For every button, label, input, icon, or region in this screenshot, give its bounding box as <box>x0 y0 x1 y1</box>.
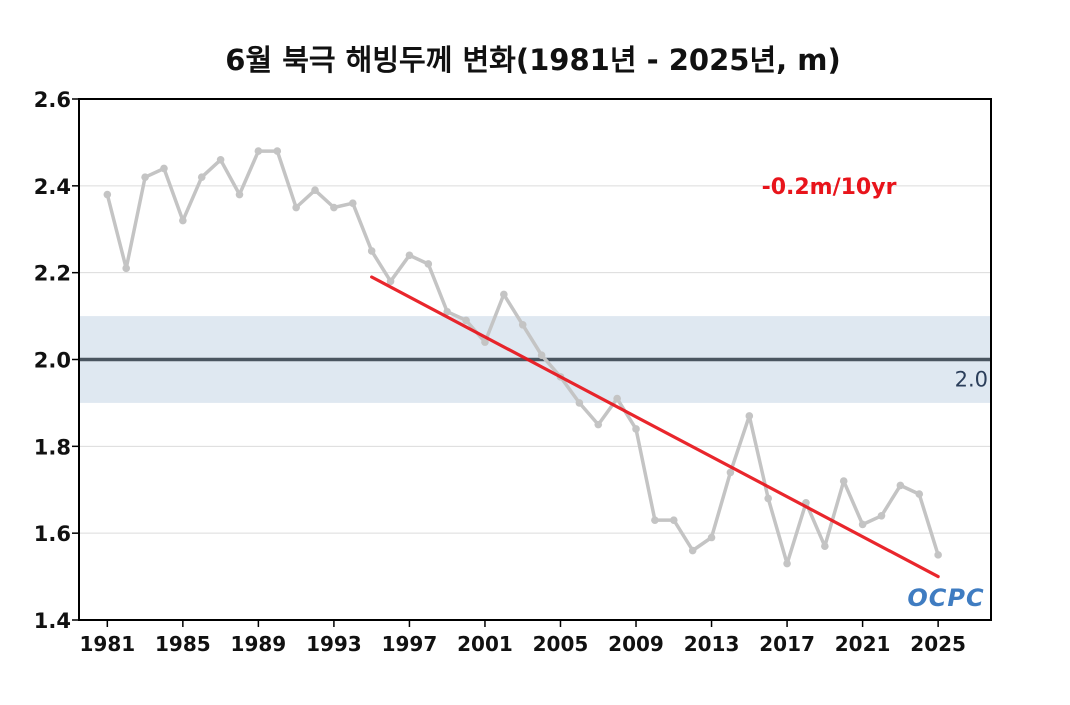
y-tick-label: 1.6 <box>34 522 71 546</box>
data-point <box>254 147 263 155</box>
data-point <box>858 520 867 529</box>
data-point <box>707 533 716 542</box>
data-point <box>160 164 168 173</box>
data-point <box>103 190 112 199</box>
x-tick-label: 1989 <box>231 632 287 656</box>
data-point <box>235 190 244 199</box>
data-point <box>367 247 376 255</box>
y-tick-label: 2.2 <box>34 262 71 286</box>
data-point <box>594 420 603 429</box>
data-point <box>537 351 546 359</box>
data-point <box>934 551 942 559</box>
trend-layer <box>370 275 940 579</box>
data-point <box>311 186 319 194</box>
data-point <box>179 216 187 225</box>
data-point <box>386 277 395 286</box>
x-tick-label: 1985 <box>155 632 211 656</box>
x-tick-label: 2013 <box>684 632 740 656</box>
data-point <box>481 338 489 346</box>
y-tick-label: 1.8 <box>34 435 71 459</box>
data-point <box>575 399 584 407</box>
x-tick-label: 1993 <box>306 632 362 656</box>
data-point <box>330 203 338 212</box>
x-tick-label: 2017 <box>759 632 815 656</box>
data-point <box>141 173 149 181</box>
x-tick-label: 2005 <box>533 632 589 656</box>
data-point <box>613 394 621 403</box>
y-tick-label: 2.6 <box>34 88 71 112</box>
data-point <box>632 425 640 433</box>
data-point <box>518 320 527 329</box>
data-point <box>443 307 451 316</box>
ocpc-logo: OCPC <box>907 584 984 612</box>
data-point <box>896 481 905 490</box>
chart-title: 6월 북극 해빙두께 변화(1981년 - 2025년, m) <box>225 43 840 77</box>
trend-line <box>370 275 940 579</box>
data-point <box>915 490 924 498</box>
data-point <box>764 494 772 503</box>
data-point <box>273 147 282 155</box>
y-tick-label: 1.4 <box>34 609 71 633</box>
data-point <box>462 316 470 325</box>
data-point <box>669 516 678 524</box>
data-point <box>292 203 300 212</box>
data-point <box>651 516 659 524</box>
data-point <box>839 477 848 485</box>
data-point <box>783 559 791 568</box>
plot-frame <box>78 98 992 621</box>
x-tick-label: 2001 <box>457 632 513 656</box>
data-point <box>405 251 414 260</box>
axes-layer <box>72 98 992 627</box>
data-point <box>500 290 508 299</box>
data-point <box>877 512 886 520</box>
x-tick-label: 2021 <box>835 632 891 656</box>
data-point <box>216 155 225 164</box>
x-tick-label: 2025 <box>910 632 966 656</box>
x-tick-label: 1981 <box>79 632 135 656</box>
data-point <box>688 546 697 555</box>
trend-label: -0.2m/10yr <box>762 175 897 200</box>
data-point <box>821 542 829 550</box>
data-point <box>745 412 754 420</box>
data-point <box>197 173 206 181</box>
y-tick-label: 2.0 <box>34 349 71 373</box>
data-point <box>348 199 357 207</box>
data-point <box>122 264 131 273</box>
y-tick-label: 2.4 <box>34 175 71 199</box>
data-point <box>424 260 433 268</box>
x-tick-label: 1997 <box>382 632 438 656</box>
labels-layer: 1.4 1.6 1.8 2.0 2.2 2.4 2.6 1981 1985 1989 1993 199… <box>34 88 988 656</box>
series-layer <box>103 147 942 568</box>
x-tick-label: 2009 <box>608 632 664 656</box>
reference-line-label: 2.0 <box>955 368 988 392</box>
data-point <box>726 468 735 477</box>
